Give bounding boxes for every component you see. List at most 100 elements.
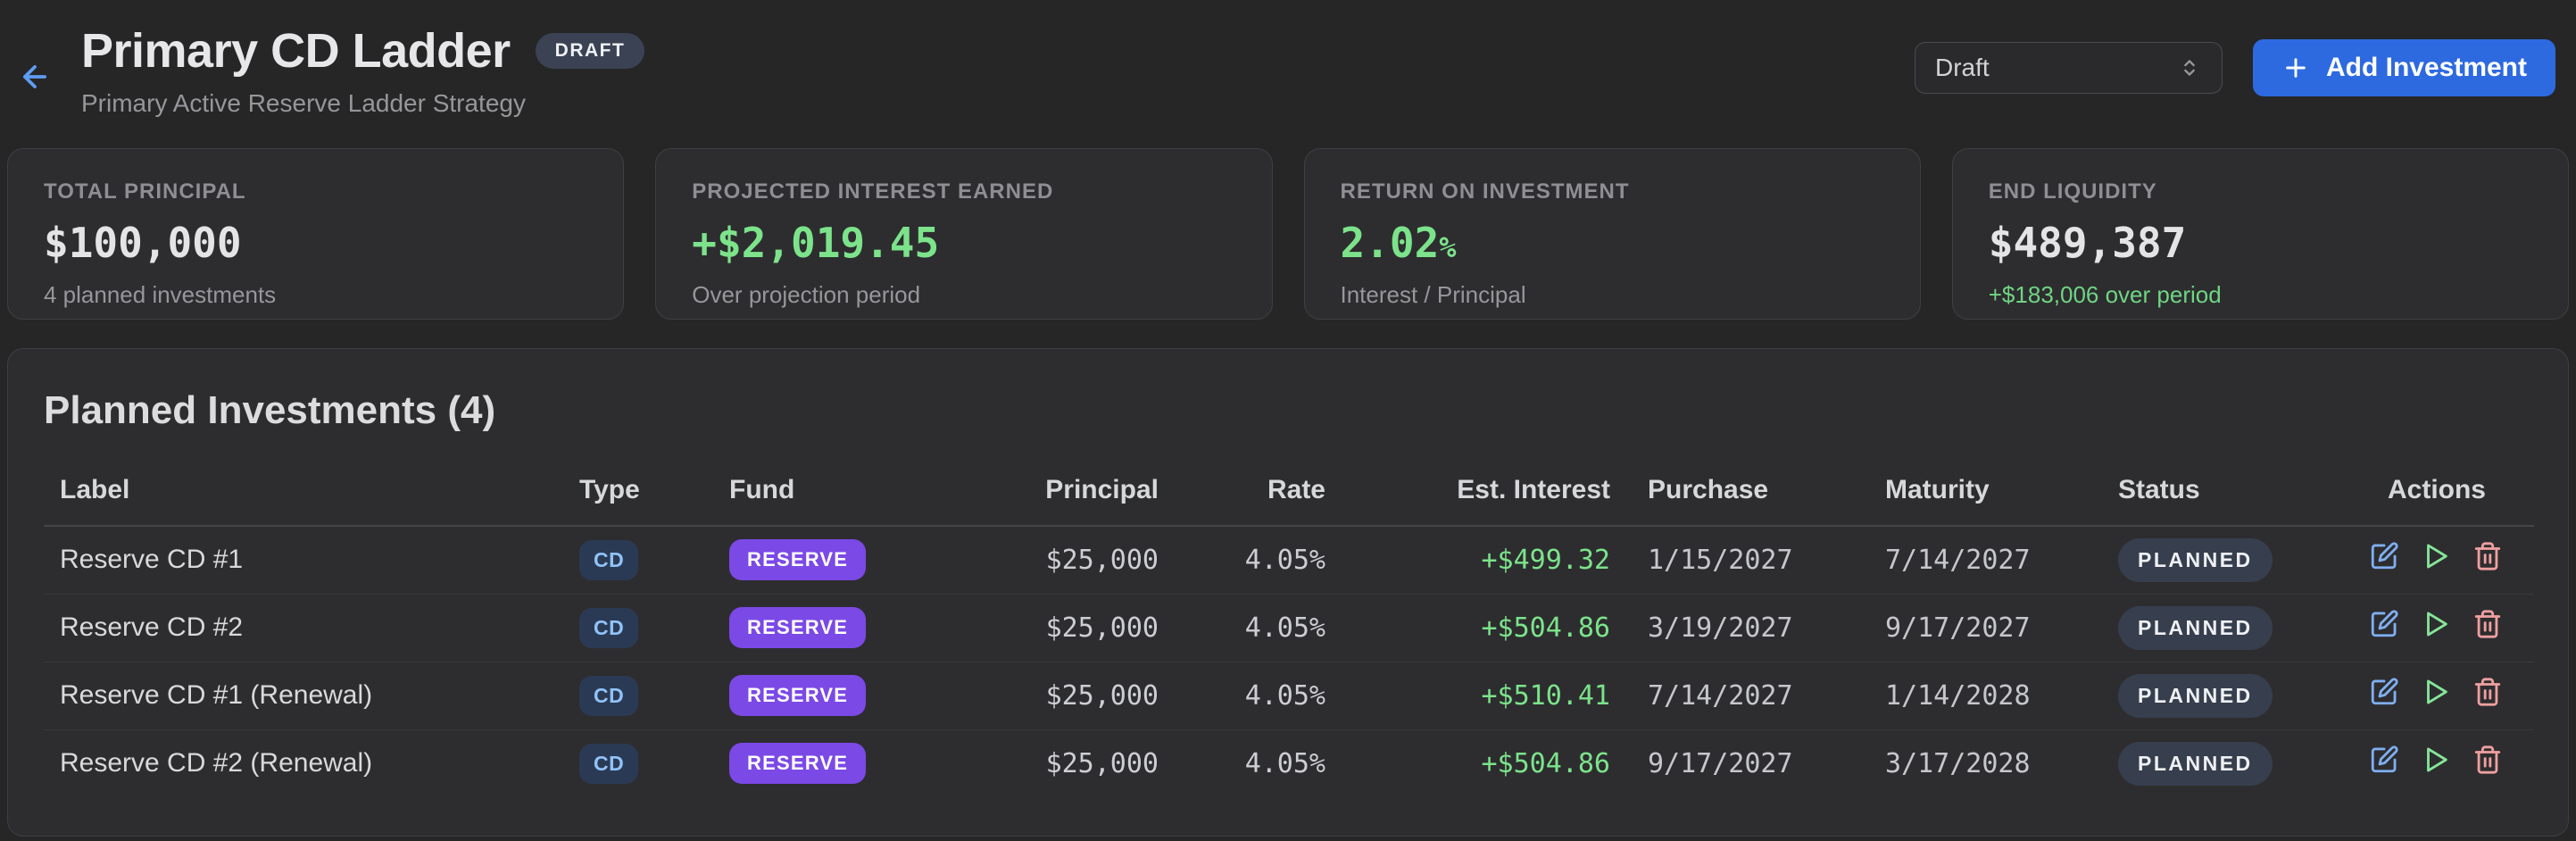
plus-icon [2286,58,2306,78]
column-header-rate: Rate [1176,454,1343,527]
fund-badge: RESERVE [729,743,867,785]
type-badge: CD [579,539,639,580]
delete-button[interactable] [2472,744,2505,776]
maturity-date: 9/17/2027 [1866,594,2100,662]
stat-subtext: 4 planned investments [44,281,277,308]
stat-label: TOTAL PRINCIPAL [44,179,246,204]
chevrons-up-down-icon [2184,60,2195,76]
add-investment-button[interactable]: Add Investment [2252,39,2555,96]
table-title: Planned Investments (4) [44,388,496,432]
trash-icon [2474,745,2501,774]
column-header-principal: Principal [1017,454,1176,527]
stat-subtext: +$183,006 over period [1988,281,2222,308]
stat-card-end-liquidity: END LIQUIDITY $489,387 +$183,006 over pe… [1951,148,2569,320]
column-header-interest: Est. Interest [1343,454,1628,527]
play-icon [2427,544,2447,569]
table-row: Reserve CD #2 CD RESERVE $25,000 4.05% +… [44,594,2534,662]
investment-label: Reserve CD #1 (Renewal) [44,662,572,730]
play-icon [2427,612,2447,637]
table-row: Reserve CD #1 (Renewal) CD RESERVE $25,0… [44,662,2534,730]
investment-label: Reserve CD #1 [44,526,572,595]
edit-button[interactable] [2369,676,2401,708]
status-select[interactable]: Draft [1914,42,2223,94]
back-button[interactable] [13,59,56,95]
stat-value: 2.02% [1340,219,1457,267]
principal-value: $25,000 [1017,526,1176,595]
stat-value: $489,387 [1988,219,2187,267]
edit-pencil-icon [2371,745,2398,773]
principal-value: $25,000 [1045,747,1159,779]
stat-subtext: Over projection period [692,281,921,308]
type-badge: CD [579,743,639,784]
run-button[interactable] [2421,608,2453,640]
stat-subtext: Interest / Principal [1340,281,1526,308]
interest-value: +$504.86 [1343,594,1628,662]
column-header-actions: Actions [2339,454,2534,527]
rate-value: 4.05% [1176,526,1343,595]
trash-icon [2474,678,2501,706]
rate-value: 4.05% [1176,662,1343,730]
delete-button[interactable] [2472,608,2505,640]
interest-value: +$510.41 [1343,662,1628,730]
fund-badge: RESERVE [729,675,867,716]
principal-value: $25,000 [1017,594,1176,662]
table-row: Reserve CD #1 CD RESERVE $25,000 4.05% +… [44,526,2534,595]
delete-button[interactable] [2472,676,2505,708]
status-badge: PLANNED [2118,605,2273,650]
purchase-date: 7/14/2027 [1628,662,1866,730]
purchase-date: 9/17/2027 [1648,747,1793,779]
stat-card-projected-interest: PROJECTED INTEREST EARNED +$2,019.45 Ove… [655,148,1273,320]
investment-label: Reserve CD #2 (Renewal) [60,748,373,779]
maturity-date: 7/14/2027 [1866,526,2100,595]
page-header: Primary CD Ladder DRAFT Primary Active R… [0,0,2576,118]
run-button[interactable] [2421,676,2453,708]
edit-pencil-icon [2371,678,2398,705]
column-header-status: Status [2100,454,2339,527]
play-icon [2427,747,2447,772]
status-badge: PLANNED [2118,673,2273,718]
edit-button[interactable] [2369,540,2401,572]
edit-pencil-icon [2371,542,2398,570]
column-header-label: Label [44,454,572,527]
page-title: Primary CD Ladder [81,24,511,78]
type-badge: CD [579,675,639,716]
investment-label: Reserve CD #2 [44,594,572,662]
planned-investments-card: Planned Investments (4) Label Type Fund … [7,348,2569,837]
stat-value: +$2,019.45 [692,219,940,267]
maturity-date: 3/17/2028 [1885,747,2031,779]
stat-card-return-on-investment: RETURN ON INVESTMENT 2.02% Interest / Pr… [1303,148,1921,320]
column-header-maturity: Maturity [1866,454,2100,527]
rate-value: 4.05% [1176,594,1343,662]
trash-icon [2474,610,2501,638]
draft-status-badge: DRAFT [535,33,645,69]
edit-button[interactable] [2369,608,2401,640]
principal-value: $25,000 [1017,662,1176,730]
column-header-type: Type [572,454,722,527]
rate-value: 4.05% [1244,747,1325,779]
purchase-date: 3/19/2027 [1628,594,1866,662]
status-badge: PLANNED [2118,537,2273,582]
table-header-row: Label Type Fund Principal Rate Est. Inte… [44,454,2534,527]
status-select-value: Draft [1934,54,1990,81]
fund-badge: RESERVE [729,607,867,648]
purchase-date: 1/15/2027 [1628,526,1866,595]
fund-badge: RESERVE [729,539,867,581]
stat-unit: % [1439,230,1457,264]
column-header-fund: Fund [722,454,1017,527]
investments-table: Label Type Fund Principal Rate Est. Inte… [44,454,2534,797]
stats-grid: TOTAL PRINCIPAL $100,000 4 planned inves… [7,148,2569,320]
run-button[interactable] [2421,540,2453,572]
stat-label: END LIQUIDITY [1988,179,2157,204]
arrow-left-icon [23,65,46,88]
stat-label: PROJECTED INTEREST EARNED [692,179,1054,204]
run-button[interactable] [2421,744,2453,776]
delete-button[interactable] [2472,540,2505,572]
add-investment-label: Add Investment [2325,53,2527,82]
stat-card-total-principal: TOTAL PRINCIPAL $100,000 4 planned inves… [7,148,625,320]
trash-icon [2474,542,2501,570]
page-subtitle: Primary Active Reserve Ladder Strategy [81,89,526,117]
interest-value: +$499.32 [1343,526,1628,595]
edit-button[interactable] [2369,744,2401,776]
table-row: Reserve CD #2 (Renewal) CD RESERVE $25,0… [44,729,2534,797]
interest-value: +$504.86 [1481,747,1611,779]
